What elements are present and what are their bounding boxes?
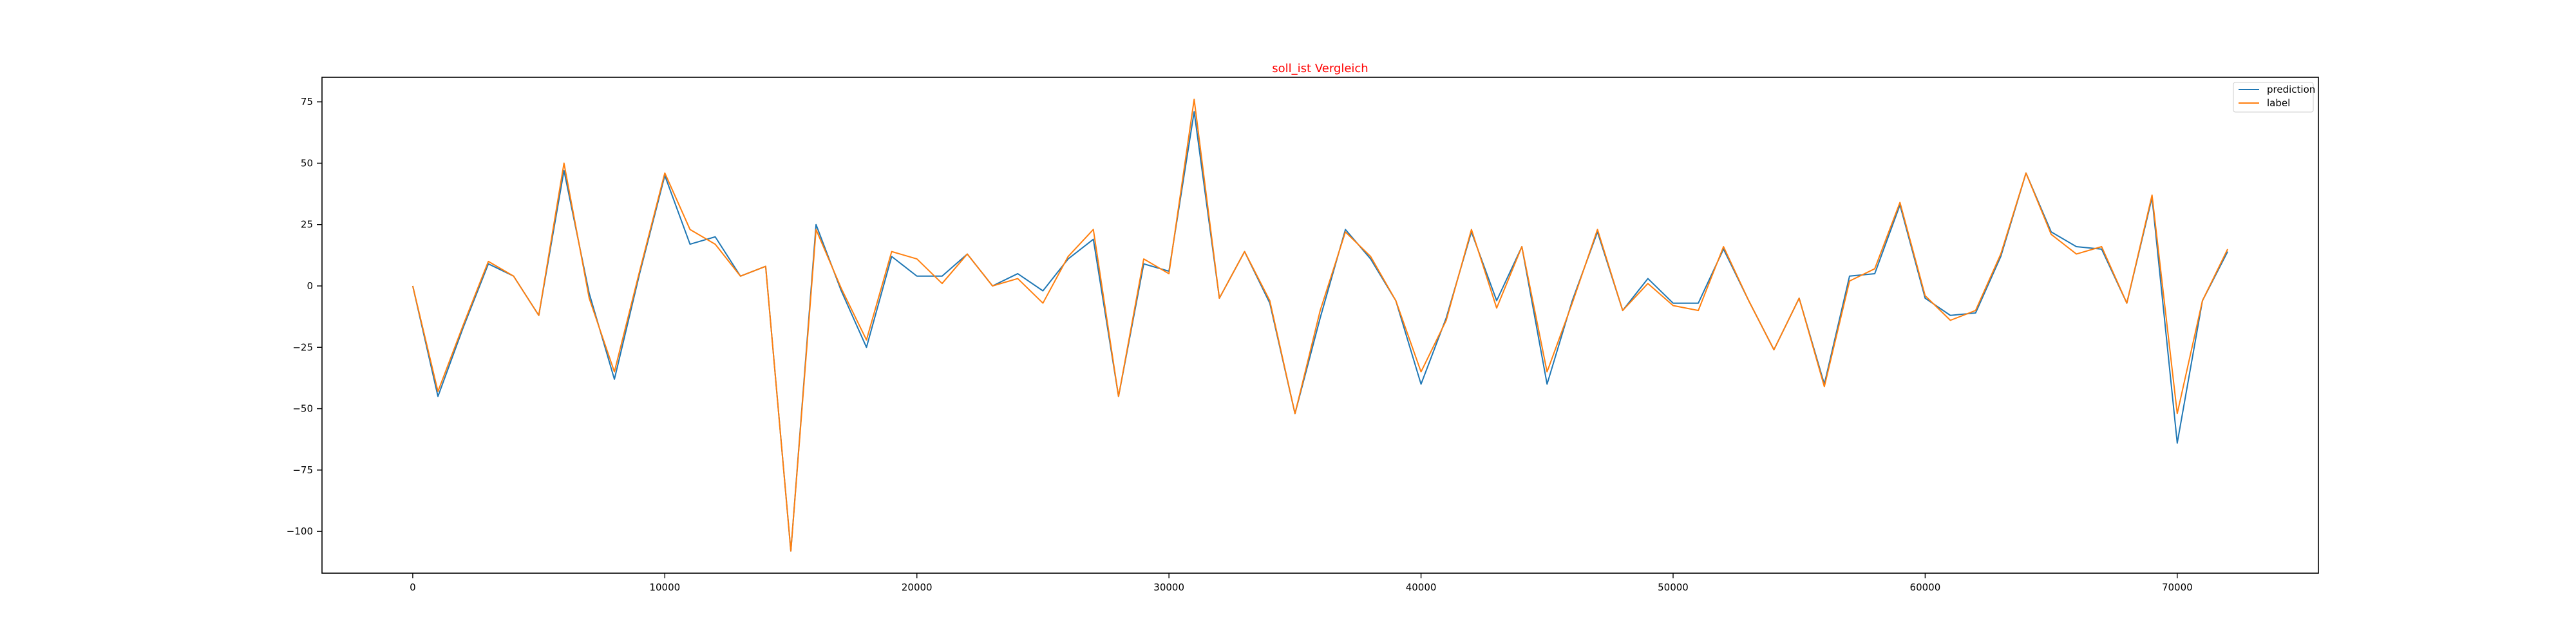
y-tick-label: 50 — [301, 157, 313, 169]
series-line-label — [412, 99, 2228, 552]
legend: prediction label — [2233, 82, 2315, 113]
plot-area — [412, 99, 2228, 552]
y-tick-label: 0 — [307, 280, 313, 292]
x-tick-label: 20000 — [902, 582, 933, 593]
y-tick-label: 75 — [301, 96, 313, 108]
chart-title: soll_ist Vergleich — [1272, 62, 1368, 75]
x-tick-label: 0 — [410, 582, 416, 593]
legend-label-prediction: prediction — [2267, 84, 2315, 95]
x-tick-label: 50000 — [1658, 582, 1689, 593]
x-axis: 0 10000 20000 30000 40000 50000 60000 70000 — [410, 573, 2193, 593]
series-line-prediction — [412, 111, 2228, 552]
plot-frame — [321, 77, 2319, 574]
y-axis: 75 50 25 0 −25 −50 −75 −100 — [287, 96, 322, 537]
x-tick-label: 70000 — [2162, 582, 2193, 593]
y-tick-label: −50 — [292, 403, 313, 415]
y-tick-label: −25 — [292, 341, 313, 353]
legend-label-label: label — [2267, 97, 2290, 109]
x-tick-label: 60000 — [1910, 582, 1941, 593]
x-tick-label: 40000 — [1406, 582, 1437, 593]
y-tick-label: 25 — [301, 219, 313, 231]
y-tick-label: −100 — [287, 526, 313, 537]
x-tick-label: 30000 — [1153, 582, 1184, 593]
x-tick-label: 10000 — [649, 582, 680, 593]
y-tick-label: −75 — [292, 464, 313, 476]
